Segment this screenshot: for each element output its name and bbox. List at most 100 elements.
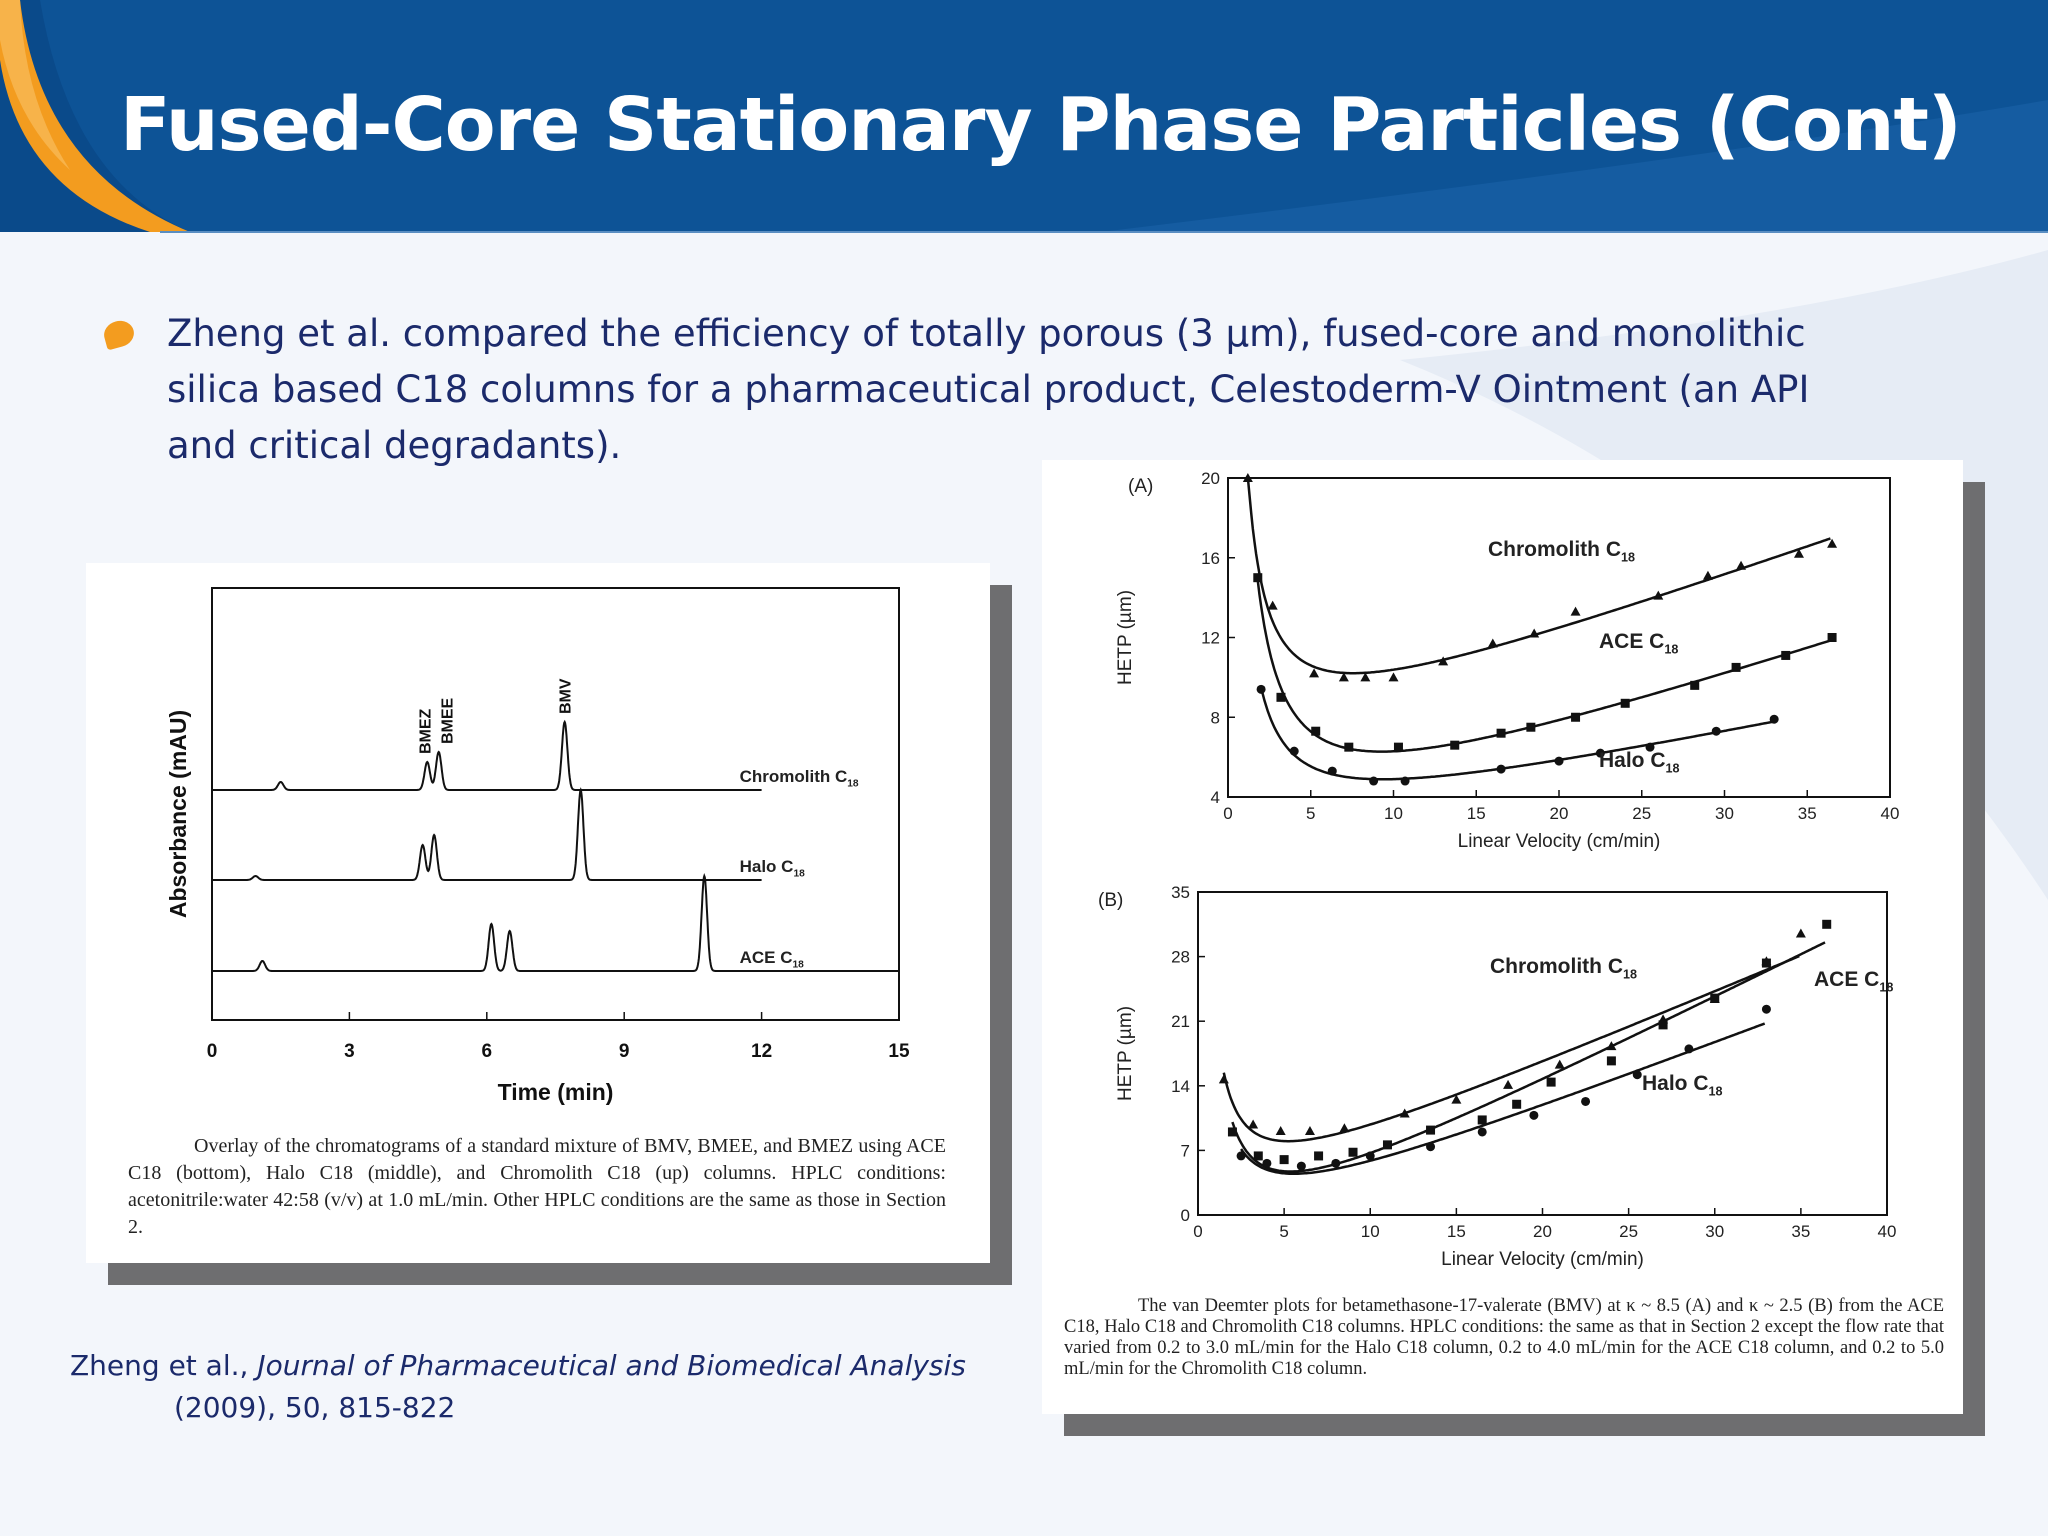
panel--a-point-chromolith-c18 [1702,570,1713,580]
chromatogram-figure: 0 3 6 9 12 15 Time (min) Absorbance (mAU) Chromo… [86,563,990,1263]
panel--a-x-tick-label: 20 [1550,804,1569,823]
panel--b-point-chromolith-c18 [1451,1094,1462,1104]
panel--b-point-ace-c18 [1348,1147,1358,1157]
panel--b-point-ace-c18 [1822,919,1832,929]
panel--b-point-ace-c18 [1279,1155,1289,1165]
panel--b-point-halo-c18 [1684,1044,1694,1054]
bullet-text: Zheng et al. compared the efficiency of … [167,312,1810,467]
panel--a-point-halo-c18 [1289,746,1299,756]
panel--b-point-ace-c18 [1658,1020,1668,1030]
citation-details: (2009), 50, 815-822 [174,1391,456,1424]
panel--a-y-tick-label: 16 [1201,549,1220,568]
trace-label-halo-c18: Halo C18 [740,857,806,879]
panel--b-point-ace-c18 [1382,1140,1392,1150]
panel--b-point-halo-c18 [1761,1004,1771,1014]
panel--a-point-ace-c18 [1450,740,1460,750]
x-tick-label: 15 [888,1041,910,1062]
trace-label-chromolith-c18: Chromolith C18 [740,767,859,789]
panel--a-series-label-ace-c18: ACE C18 [1599,630,1678,656]
panel--a-point-chromolith-c18 [1529,628,1540,638]
panel--b-point-chromolith-c18 [1248,1119,1259,1129]
panel--b-point-ace-c18 [1761,958,1771,968]
panel--b-x-tick-label: 30 [1705,1222,1724,1241]
panel--a-series-label-halo-c18: Halo C18 [1599,749,1680,775]
panel--b-point-halo-c18 [1632,1070,1642,1080]
panel--a-y-axis-label: HETP (µm) [1115,590,1136,685]
panel--a-y-tick-label: 12 [1201,629,1220,648]
panel--a-x-tick-label: 40 [1881,804,1900,823]
panel--b-series-label-chromolith-c18: Chromolith C18 [1490,955,1637,981]
panel--b-fit-curve-halo-c18 [1240,1022,1766,1175]
panel--b-x-tick-label: 0 [1193,1222,1202,1241]
chromatogram-trace-ace-c18 [212,872,899,972]
panel--a-point-chromolith-c18 [1736,560,1747,570]
chromatogram-caption-text: Overlay of the chromatograms of a standa… [128,1135,946,1238]
panel--b-point-ace-c18 [1477,1115,1487,1125]
panel--a-x-tick-label: 30 [1715,804,1734,823]
panel--a-point-chromolith-c18 [1570,606,1581,616]
panel--a-point-chromolith-c18 [1793,548,1804,558]
panel--a-fit-curve-chromolith-c18 [1246,477,1831,675]
panel--b-point-halo-c18 [1477,1127,1487,1137]
panel--a-point-halo-c18 [1554,756,1564,766]
panel--a-point-ace-c18 [1731,662,1741,672]
panel--a-point-chromolith-c18 [1388,672,1399,682]
panel--a-y-tick-label: 4 [1211,788,1220,807]
panel--b-y-tick-label: 28 [1171,948,1190,967]
panel--a-x-tick-label: 35 [1798,804,1817,823]
panel--a-point-ace-c18 [1496,728,1506,738]
trace-label-ace-c18: ACE C18 [740,948,805,970]
panel--a-point-halo-c18 [1327,766,1337,776]
panel--a-point-halo-c18 [1256,684,1266,694]
panel--a-point-chromolith-c18 [1338,672,1349,682]
x-tick-label: 3 [344,1041,355,1062]
chromatogram-trace-chromolith-c18 [212,719,762,791]
panel--b-point-halo-c18 [1426,1142,1436,1152]
panel--b-point-halo-c18 [1529,1110,1539,1120]
panel--a-point-ace-c18 [1253,573,1263,583]
panel--a-point-ace-c18 [1393,742,1403,752]
van-deemter-caption: The van Deemter plots for betamethasone-… [1064,1296,1944,1380]
panel--a-y-tick-label: 8 [1211,708,1220,727]
panel--a-point-halo-c18 [1645,742,1655,752]
slide-title: Fused-Core Stationary Phase Particles (C… [120,82,1962,168]
panel--b-point-ace-c18 [1426,1125,1436,1135]
panel--b-y-tick-label: 0 [1181,1206,1190,1225]
citation-journal: Journal of Pharmaceutical and Biomedical… [257,1349,966,1382]
panel--b-x-tick-label: 15 [1447,1222,1466,1241]
panel--a-plot-frame [1227,477,1891,798]
van-deemter-charts: (A) 0 5 10 15 20 25 30 35 40 4 8 12 16 20 Linear Veloci… [1098,469,1900,1270]
van-deemter-figure: (A) 0 5 10 15 20 25 30 35 40 4 8 12 16 20 Linear Veloci… [1042,460,1963,1414]
peak-label-bmv: BMV [558,678,575,714]
panel--b-series-label-ace-c18: ACE C18 [1814,968,1893,994]
panel--b-point-ace-c18 [1227,1127,1237,1137]
panel--a-point-halo-c18 [1400,776,1410,786]
x-tick-label: 0 [207,1041,218,1062]
chromatogram-trace-halo-c18 [212,787,762,881]
peak-label-bmez: BMEZ [417,708,434,754]
panel--b-fit-curve-ace-c18 [1231,941,1826,1173]
panel--a-x-axis-label: Linear Velocity (cm/min) [1458,831,1661,852]
panel--a-point-halo-c18 [1496,764,1506,774]
chromatogram-caption: Overlay of the chromatograms of a standa… [128,1133,946,1241]
citation-authors: Zheng et al., [70,1349,258,1382]
panel--a-point-chromolith-c18 [1360,672,1371,682]
panel--a-point-ace-c18 [1781,650,1791,660]
panel--b-y-tick-label: 21 [1171,1012,1190,1031]
panel--b-point-halo-c18 [1296,1161,1306,1171]
panel--a-y-tick-label: 20 [1201,469,1220,488]
panel--b-point-chromolith-c18 [1554,1059,1565,1069]
panel--b-x-tick-label: 40 [1878,1222,1897,1241]
panel--a-point-halo-c18 [1595,748,1605,758]
panel--b-point-chromolith-c18 [1795,928,1806,938]
peak-label-bmee: BMEE [440,697,457,744]
panel--b-point-halo-c18 [1262,1158,1272,1168]
panel--b-point-chromolith-c18 [1399,1108,1410,1118]
panel--b-label: (B) [1098,890,1123,911]
panel--a-series-label-chromolith-c18: Chromolith C18 [1488,538,1635,564]
panel--a-point-ace-c18 [1571,712,1581,722]
panel--a-point-ace-c18 [1344,742,1354,752]
panel--b-point-ace-c18 [1606,1056,1616,1066]
panel--a-point-chromolith-c18 [1267,600,1278,610]
